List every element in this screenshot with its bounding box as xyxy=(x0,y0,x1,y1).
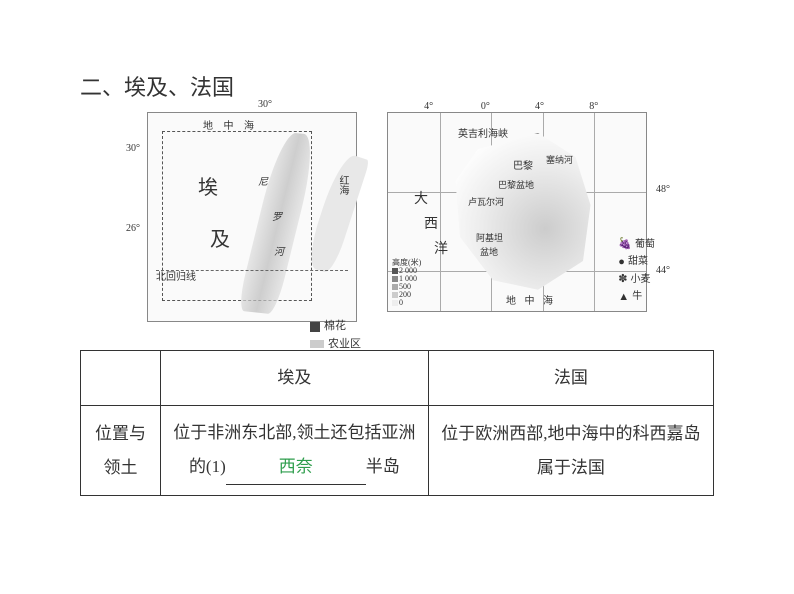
grape-icon: 🍇 xyxy=(618,236,632,253)
egypt-line2-suffix: 半岛 xyxy=(366,457,400,476)
fill-answer: 西奈 xyxy=(275,457,317,476)
wheat-icon: ✽ xyxy=(618,271,627,288)
red-sea xyxy=(304,151,370,274)
fr-lon-2: 0° xyxy=(481,101,490,112)
table-header-row: 埃及 法国 xyxy=(81,351,714,406)
cotton-icon xyxy=(310,322,320,332)
cattle-icon: ▲ xyxy=(618,289,629,306)
egypt-line2-prefix: 的(1) xyxy=(189,457,226,476)
seine-label: 塞纳河 xyxy=(546,153,573,166)
header-blank xyxy=(81,351,161,406)
egypt-map-container: 30° 30° 26° 地 中 海 红海 埃 及 尼 罗 河 北回归线 棉花 农… xyxy=(147,112,357,322)
egypt-legend: 棉花 农业区 xyxy=(310,319,361,354)
aquitaine-2: 盆地 xyxy=(480,245,498,258)
grape-label: 葡萄 xyxy=(635,237,655,252)
paris-label: 巴黎 xyxy=(513,157,533,172)
elev-v4: 0 xyxy=(399,299,403,307)
fr-lat-48: 48° xyxy=(656,184,670,195)
leg-cattle: ▲牛 xyxy=(618,289,655,306)
nile-2: 罗 xyxy=(272,208,282,223)
maps-row: 30° 30° 26° 地 中 海 红海 埃 及 尼 罗 河 北回归线 棉花 农… xyxy=(80,112,714,322)
loire-label: 卢瓦尔河 xyxy=(468,195,504,208)
agri-label: 农业区 xyxy=(328,337,361,352)
egypt-char-1: 埃 xyxy=(198,171,218,200)
egypt-map: 30° 30° 26° 地 中 海 红海 埃 及 尼 罗 河 北回归线 xyxy=(147,112,357,322)
med-label: 地 中 海 xyxy=(506,292,556,307)
legend-cotton: 棉花 xyxy=(310,319,361,334)
leg-wheat: ✽ 小麦 xyxy=(618,271,655,288)
france-legend: 🍇葡萄 ●甜菜 ✽ 小麦 ▲牛 xyxy=(618,236,655,306)
paris-basin-label: 巴黎盆地 xyxy=(498,178,534,191)
channel-label: 英吉利海峡 xyxy=(458,125,508,140)
egypt-line1: 位于非洲东北部,领土还包括亚洲 xyxy=(173,423,415,442)
comparison-table: 埃及 法国 位置与 领土 位于非洲东北部,领土还包括亚洲 的(1) 西奈 半岛 位于… xyxy=(80,350,714,496)
fr-lon-4: 8° xyxy=(589,101,598,112)
atlantic-1: 大 xyxy=(414,188,428,208)
header-egypt: 埃及 xyxy=(161,351,429,406)
egypt-lat-26: 26° xyxy=(126,223,140,234)
cattle-label: 牛 xyxy=(632,289,642,304)
atlantic-3: 洋 xyxy=(434,238,448,258)
france-line2: 属于法国 xyxy=(537,458,605,477)
beet-icon: ● xyxy=(618,254,625,271)
section-title: 二、埃及、法国 xyxy=(80,70,714,102)
fr-lon-3: 4° xyxy=(535,101,544,112)
leg-beet: ●甜菜 xyxy=(618,254,655,271)
nile-3: 河 xyxy=(274,243,284,258)
leg-grape: 🍇葡萄 xyxy=(618,236,655,253)
header-france: 法国 xyxy=(428,351,713,406)
row-label-line1: 位置与 xyxy=(95,424,146,443)
legend-agri: 农业区 xyxy=(310,337,361,352)
aquitaine-1: 阿基坦 xyxy=(476,231,503,244)
nile-1: 尼 xyxy=(258,173,268,188)
med-sea-label: 地 中 海 xyxy=(203,117,258,132)
egypt-lat-30: 30° xyxy=(126,143,140,154)
egypt-lon-30: 30° xyxy=(258,99,272,110)
agri-icon xyxy=(310,340,324,348)
france-map-container: 4° 0° 4° 8° 48° 44° 英吉利海峡 巴黎 塞纳河 巴黎盆地 卢瓦… xyxy=(387,112,647,312)
france-map: 4° 0° 4° 8° 48° 44° 英吉利海峡 巴黎 塞纳河 巴黎盆地 卢瓦… xyxy=(387,112,647,312)
beet-label: 甜菜 xyxy=(628,254,648,269)
tropic-line xyxy=(156,270,348,271)
egypt-char-2: 及 xyxy=(210,223,230,252)
elevation-legend: 高度(米) 2 000 1 000 500 200 0 xyxy=(392,259,421,307)
red-sea-label: 红海 xyxy=(335,175,350,195)
atlantic-2: 西 xyxy=(424,213,438,233)
fr-lon-1: 4° xyxy=(424,101,433,112)
row-label-cell: 位置与 领土 xyxy=(81,406,161,496)
france-line1: 位于欧洲西部,地中海中的科西嘉岛 xyxy=(441,424,700,443)
wheat-label: 小麦 xyxy=(631,272,651,287)
table-row: 位置与 领土 位于非洲东北部,领土还包括亚洲 的(1) 西奈 半岛 位于欧洲西部,地… xyxy=(81,406,714,496)
row-label-line2: 领土 xyxy=(104,458,138,477)
fr-lat-44: 44° xyxy=(656,265,670,276)
cotton-label: 棉花 xyxy=(324,319,346,334)
france-cell: 位于欧洲西部,地中海中的科西嘉岛 属于法国 xyxy=(428,406,713,496)
egypt-cell: 位于非洲东北部,领土还包括亚洲 的(1) 西奈 半岛 xyxy=(161,406,429,496)
